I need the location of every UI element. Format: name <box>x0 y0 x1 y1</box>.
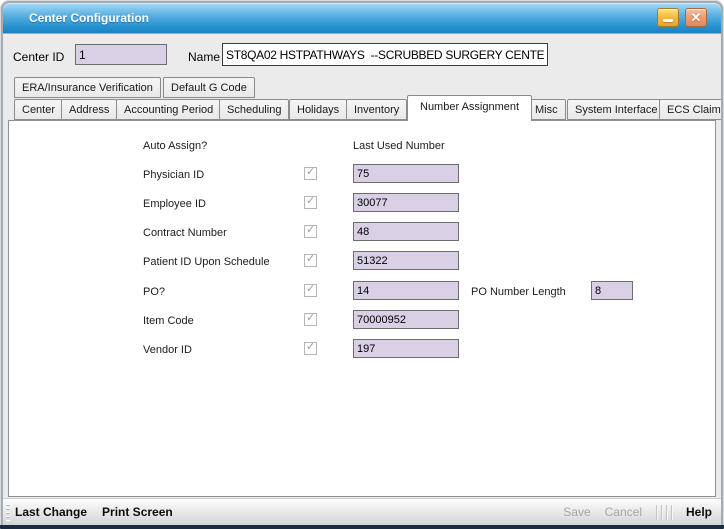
tab-era-insurance-verification[interactable]: ERA/Insurance Verification <box>14 77 161 98</box>
auto-assign-checkbox-item-code[interactable]: ✓ <box>304 312 317 326</box>
row-label-po: PO? <box>143 286 166 298</box>
title-bar[interactable]: Center Configuration ✕ <box>3 3 721 34</box>
check-icon: ✓ <box>306 195 316 207</box>
auto-assign-checkbox-physician-id[interactable]: ✓ <box>304 166 317 180</box>
row-label-patient-id-upon-schedule: Patient ID Upon Schedule <box>143 256 270 268</box>
last-used-input-patient-id[interactable] <box>353 251 459 270</box>
window-inner: Center Configuration ✕ Center ID Name ER… <box>3 3 721 525</box>
row-label-employee-id: Employee ID <box>143 198 206 210</box>
toolbar-grip-handle[interactable] <box>6 504 10 521</box>
last-used-input-contract-number[interactable] <box>353 222 459 241</box>
last-used-input-physician-id[interactable] <box>353 164 459 183</box>
toolbar-separator <box>655 504 672 520</box>
tab-system-interface[interactable]: System Interface <box>567 99 666 120</box>
tab-ecs-claim[interactable]: ECS Claim <box>659 99 721 120</box>
check-icon: ✓ <box>306 312 316 324</box>
center-id-label: Center ID <box>13 50 65 64</box>
minimize-button[interactable] <box>657 8 679 27</box>
last-used-input-employee-id[interactable] <box>353 193 459 212</box>
footer-toolbar: Last Change Print Screen Save Cancel Hel… <box>3 498 721 525</box>
save-button[interactable]: Save <box>563 505 591 519</box>
name-field[interactable] <box>222 43 548 66</box>
tab-scheduling[interactable]: Scheduling <box>219 99 290 120</box>
close-icon: ✕ <box>690 10 702 25</box>
row-label-contract-number: Contract Number <box>143 227 227 239</box>
last-used-input-po[interactable] <box>353 281 459 300</box>
auto-assign-checkbox-patient-id[interactable]: ✓ <box>304 253 317 267</box>
check-icon: ✓ <box>306 341 316 353</box>
last-used-input-vendor-id[interactable] <box>353 339 459 358</box>
auto-assign-checkbox-vendor-id[interactable]: ✓ <box>304 341 317 355</box>
po-number-length-field[interactable] <box>591 281 633 300</box>
check-icon: ✓ <box>306 224 316 236</box>
check-icon: ✓ <box>306 253 316 265</box>
check-icon: ✓ <box>306 283 316 295</box>
tab-inventory[interactable]: Inventory <box>346 99 408 120</box>
tab-number-assignment[interactable]: Number Assignment <box>407 95 533 121</box>
last-change-button[interactable]: Last Change <box>15 505 88 519</box>
window-bottom-edge <box>0 525 724 529</box>
last-used-number-header: Last Used Number <box>353 140 445 152</box>
close-button[interactable]: ✕ <box>685 8 707 27</box>
print-screen-button[interactable]: Print Screen <box>102 505 173 519</box>
row-label-vendor-id: Vendor ID <box>143 344 192 356</box>
cancel-button[interactable]: Cancel <box>604 505 642 519</box>
window-title: Center Configuration <box>29 11 149 25</box>
tab-misc[interactable]: Misc <box>527 99 566 120</box>
auto-assign-checkbox-employee-id[interactable]: ✓ <box>304 195 317 209</box>
last-used-input-item-code[interactable] <box>353 310 459 329</box>
po-number-length-label: PO Number Length <box>471 286 566 298</box>
auto-assign-header: Auto Assign? <box>143 140 208 152</box>
minimize-icon <box>663 19 673 22</box>
row-label-physician-id: Physician ID <box>143 169 205 181</box>
check-icon: ✓ <box>306 166 316 178</box>
help-button[interactable]: Help <box>685 505 712 519</box>
name-label: Name <box>188 50 221 64</box>
tab-holidays[interactable]: Holidays <box>289 99 348 120</box>
auto-assign-checkbox-po[interactable]: ✓ <box>304 283 317 297</box>
row-label-item-code: Item Code <box>143 315 194 327</box>
center-id-field[interactable] <box>75 44 167 65</box>
auto-assign-checkbox-contract-number[interactable]: ✓ <box>304 224 317 238</box>
tab-default-g-code[interactable]: Default G Code <box>163 77 255 98</box>
tab-center[interactable]: Center <box>14 99 64 120</box>
number-assignment-panel: Auto Assign? Last Used Number Physician … <box>8 120 716 497</box>
tab-address[interactable]: Address <box>61 99 118 120</box>
tab-accounting-period[interactable]: Accounting Period <box>116 99 222 120</box>
